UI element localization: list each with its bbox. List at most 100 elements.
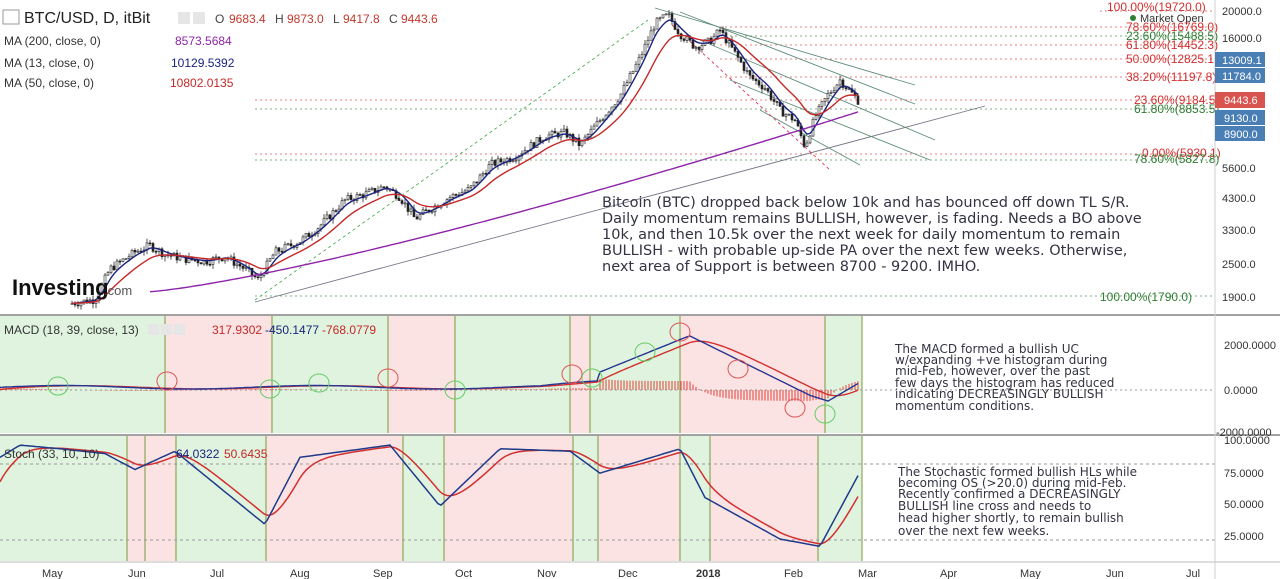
candle-body (103, 274, 107, 285)
price-badge (1215, 68, 1265, 83)
note-line: 10k, and then 10.5k over the next week f… (602, 227, 1120, 243)
candle-body (742, 61, 746, 71)
stoch-pane (0, 444, 859, 548)
candle-body (268, 258, 272, 262)
stoch-d-value: 50.6435 (224, 447, 268, 461)
ma50-value: 10802.0135 (170, 76, 234, 90)
stoch-note-line: Recently confirmed a DECREASINGLY (898, 487, 1121, 501)
stoch-note-line: The Stochastic formed bullish HLs while (897, 465, 1137, 479)
candle-body (529, 142, 533, 152)
macd-close-icon[interactable] (174, 324, 185, 335)
settings-icon[interactable] (193, 12, 205, 24)
collapse-icon[interactable] (2, 9, 20, 25)
macd-annotation-circle (377, 368, 399, 388)
x-tick: Apr (940, 568, 957, 579)
price-badge (1215, 126, 1265, 141)
candle-body (667, 13, 671, 16)
eye-icon[interactable] (178, 12, 190, 24)
stoch-zone (598, 436, 680, 561)
fib-labels: 100.00%(19720.0) 78.60%(16769.0) 23.60%(… (1100, 0, 1221, 304)
candle-body (562, 128, 566, 132)
candle-body (514, 159, 518, 162)
candle-body (643, 43, 647, 55)
stoch-note-line: becoming OS (>20.0) during mid-Feb. (898, 476, 1126, 490)
main-annotation: Bitcoin (BTC) dropped back below 10k and… (602, 195, 1142, 275)
candle-body (655, 17, 659, 30)
price-badge-text: 9130.0 (1224, 113, 1258, 125)
candle-body (763, 88, 767, 90)
candle-body (613, 104, 617, 108)
macd-annotation-circle (727, 359, 749, 379)
x-tick: Feb (784, 568, 803, 579)
candle-body (382, 186, 386, 189)
candle-body (598, 120, 602, 122)
price-tick: 16000.0 (1222, 33, 1262, 45)
market-status: Market Open (1140, 13, 1204, 25)
candle-body (148, 242, 152, 245)
price-axis[interactable]: 20000.0 16000.0 5600.0 4300.0 3300.0 250… (1214, 0, 1265, 579)
candle-body (649, 30, 653, 41)
candle-body (550, 130, 554, 136)
candle-body (475, 181, 479, 184)
candle-body (601, 119, 605, 121)
note-line: Bitcoin (BTC) dropped back below 10k and… (602, 195, 1130, 211)
candle-body (106, 272, 110, 276)
price-tick: 20000.0 (1222, 6, 1262, 18)
candle-body (697, 46, 701, 50)
candle-body (622, 85, 626, 95)
x-tick: Aug (290, 568, 310, 579)
candle-body (832, 90, 836, 93)
candle-body (403, 202, 407, 205)
candle-body (244, 267, 248, 269)
candle-body (466, 187, 470, 192)
candle-body (421, 209, 425, 215)
macd-zone (272, 316, 388, 433)
high-label: H (275, 12, 284, 26)
price-badge-text: 8900.0 (1224, 129, 1258, 141)
note-line: next area of Support is between 8700 - 9… (602, 259, 980, 275)
macd-annotation-circle (156, 371, 178, 391)
close-label: C (389, 12, 398, 26)
candle-body (400, 200, 404, 204)
candle-body (640, 54, 644, 58)
candle-body (727, 40, 731, 44)
trend-line (254, 105, 986, 303)
fib-label: 38.20%(11197.8) (1126, 70, 1216, 84)
fib-label: 61.80%(8853.5) (1134, 102, 1219, 116)
x-tick: Mar (858, 568, 877, 579)
low-value: 9417.8 (343, 12, 380, 26)
candle-body (691, 39, 695, 49)
candle-body (484, 172, 488, 175)
x-tick: Oct (455, 568, 472, 579)
candle-body (841, 79, 845, 88)
candle-body (196, 259, 200, 264)
candle-body (814, 115, 818, 120)
candle-body (238, 263, 242, 267)
price-tick: 3300.0 (1222, 225, 1256, 237)
candle-body (817, 105, 821, 116)
candle-body (289, 243, 293, 247)
x-tick: Dec (618, 568, 638, 579)
stoch-zone (0, 436, 127, 561)
x-tick: May (1020, 568, 1041, 579)
stoch-note-line: head higher shortly, to remain bullish (898, 511, 1124, 525)
macd-settings-icon[interactable] (161, 324, 172, 335)
candle-body (100, 283, 104, 295)
candle-body (343, 198, 347, 201)
stoch-label: Stoch (33, 10, 10) (4, 447, 99, 461)
candle-body (577, 137, 581, 146)
candle-body (553, 130, 557, 134)
candle-body (463, 190, 467, 193)
macd-eye-icon[interactable] (148, 324, 159, 335)
candle-body (670, 13, 674, 22)
candle-body (499, 158, 503, 163)
price-tick: 2500.0 (1222, 259, 1256, 271)
macd-zone (455, 316, 570, 433)
candle-body (277, 247, 281, 252)
x-tick: Jul (1186, 568, 1200, 579)
candle-body (805, 142, 809, 147)
stoch-tick: 50.0000 (1224, 499, 1264, 511)
candle-body (325, 214, 329, 219)
time-axis[interactable]: May Jun Jul Aug Sep Oct Nov Dec 2018 Feb… (42, 568, 1200, 579)
candle-body (586, 134, 590, 138)
